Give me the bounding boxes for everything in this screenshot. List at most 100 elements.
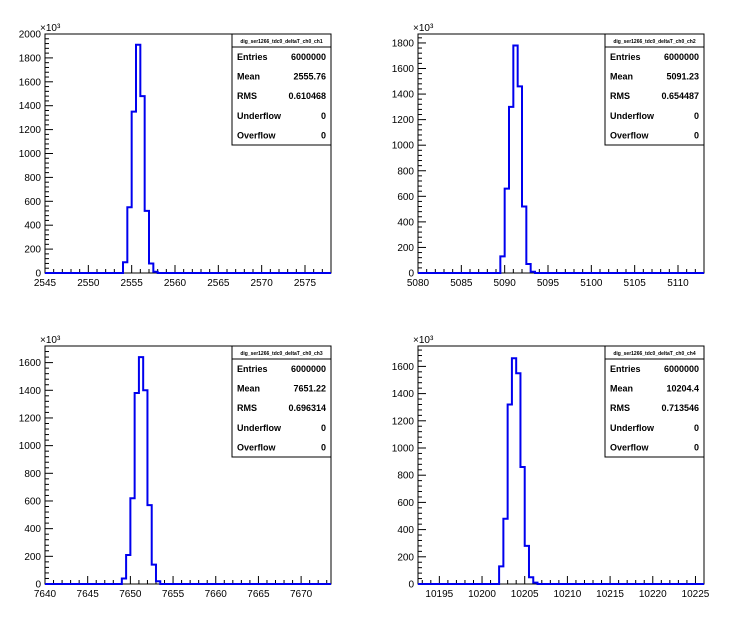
y-tick-label: 600: [397, 498, 414, 509]
x-tick-label: 7655: [162, 589, 185, 600]
stats-value: 0.654487: [661, 91, 699, 101]
y-multiplier-label: ×10³: [40, 23, 61, 34]
histogram-pad-2: 0 200 400 600 800 1000 1200 1400 1600 1800 5080 508…: [392, 23, 705, 289]
stats-label: Underflow: [610, 111, 655, 121]
stats-label: Underflow: [237, 111, 282, 121]
x-tick-label: 7650: [119, 589, 142, 600]
stats-box: [604, 33, 705, 146]
histogram-line: [45, 356, 331, 585]
y-tick-label: 800: [397, 471, 414, 482]
x-tick-label: 7660: [205, 589, 228, 600]
y-tick-label: 1000: [392, 444, 415, 455]
x-tick-label: 10200: [468, 589, 496, 600]
stats-value: 6000000: [664, 364, 699, 374]
stats-label: Entries: [237, 52, 268, 62]
histogram-pad-4: 0 200 400 600 800 1000 1200 1400 1600 10195 10200 1…: [392, 335, 710, 600]
y-tick-label: 1200: [392, 416, 415, 427]
y-tick-label: 0: [35, 269, 41, 280]
y-tick-label: 1600: [392, 362, 415, 373]
y-tick-label: 1000: [19, 149, 42, 160]
stats-value: 2555.76: [293, 72, 326, 82]
x-tick-label: 5090: [494, 278, 517, 289]
stats-value: 6000000: [291, 52, 326, 62]
stats-value: 0: [321, 130, 326, 140]
x-tick-label: 5105: [624, 278, 647, 289]
y-tick-label: 1200: [19, 125, 42, 136]
y-tick-label: 0: [35, 580, 41, 591]
x-tick-label: 2545: [34, 278, 57, 289]
stats-box: [231, 33, 332, 146]
x-tick-label: 2570: [251, 278, 274, 289]
stats-box: [604, 345, 705, 458]
stats-label: Entries: [610, 364, 641, 374]
y-tick-label: 600: [397, 192, 414, 203]
stats-value: 7651.22: [293, 384, 326, 394]
y-tick-label: 1200: [19, 413, 42, 424]
stats-label: RMS: [237, 403, 257, 413]
y-tick-label: 400: [24, 221, 41, 232]
stats-label: Overflow: [610, 442, 650, 452]
x-tick-label: 5085: [450, 278, 473, 289]
stats-label: Overflow: [237, 130, 277, 140]
stats-value: 6000000: [291, 364, 326, 374]
stats-label: Mean: [237, 72, 260, 82]
x-tick-label: 10215: [596, 589, 624, 600]
stats-box: [231, 345, 332, 458]
x-tick-label: 2555: [121, 278, 144, 289]
x-tick-label: 10195: [425, 589, 453, 600]
stats-value: 0: [321, 111, 326, 121]
y-tick-label: 1800: [19, 53, 42, 64]
stats-label: Overflow: [237, 442, 277, 452]
stats-value: 5091.23: [666, 72, 699, 82]
histogram-pad-3: 0 200 400 600 800 1000 1200 1400 1600 7640 7645 765…: [19, 335, 332, 600]
y-tick-label: 1200: [392, 115, 415, 126]
x-tick-label: 10210: [553, 589, 581, 600]
x-tick-label: 2575: [294, 278, 317, 289]
stats-label: RMS: [237, 91, 257, 101]
y-tick-label: 1400: [392, 90, 415, 101]
y-tick-label: 1400: [19, 101, 42, 112]
x-tick-label: 10225: [682, 589, 710, 600]
x-tick-label: 10220: [639, 589, 667, 600]
y-tick-label: 1400: [392, 389, 415, 400]
y-tick-label: 0: [408, 269, 414, 280]
y-tick-label: 1600: [392, 64, 415, 75]
stats-label: Underflow: [610, 423, 655, 433]
stats-value: 0: [694, 111, 699, 121]
y-tick-label: 0: [408, 580, 414, 591]
stats-title: dig_ser1266_tdc0_deltaT_ch0_ch4: [613, 351, 695, 357]
y-tick-label: 400: [397, 217, 414, 228]
stats-value: 6000000: [664, 52, 699, 62]
x-tick-label: 5095: [537, 278, 560, 289]
stats-value: 0: [321, 442, 326, 452]
y-tick-label: 400: [24, 524, 41, 535]
x-tick-label: 7670: [290, 589, 313, 600]
stats-label: Entries: [237, 364, 268, 374]
y-tick-label: 1800: [392, 38, 415, 49]
stats-value: 0: [694, 130, 699, 140]
x-tick-label: 5100: [580, 278, 603, 289]
y-tick-label: 2000: [19, 30, 42, 41]
stats-value: 10204.4: [666, 384, 699, 394]
stats-label: RMS: [610, 91, 630, 101]
stats-label: Mean: [237, 384, 260, 394]
stats-label: RMS: [610, 403, 630, 413]
y-tick-label: 800: [397, 166, 414, 177]
stats-label: Entries: [610, 52, 641, 62]
y-multiplier-label: ×10³: [413, 23, 434, 34]
y-tick-label: 600: [24, 197, 41, 208]
stats-value: 0.696314: [288, 403, 326, 413]
x-tick-label: 2565: [207, 278, 230, 289]
y-tick-label: 1000: [19, 441, 42, 452]
stats-label: Mean: [610, 72, 633, 82]
histogram-line: [418, 357, 704, 585]
stats-title: dig_ser1266_tdc0_deltaT_ch0_ch1: [240, 39, 322, 45]
y-tick-label: 200: [24, 245, 41, 256]
stats-title: dig_ser1266_tdc0_deltaT_ch0_ch2: [613, 39, 695, 45]
stats-title: dig_ser1266_tdc0_deltaT_ch0_ch3: [240, 351, 322, 357]
y-multiplier-label: ×10³: [413, 335, 434, 346]
y-tick-label: 1600: [19, 77, 42, 88]
y-tick-label: 600: [24, 496, 41, 507]
stats-value: 0: [694, 423, 699, 433]
